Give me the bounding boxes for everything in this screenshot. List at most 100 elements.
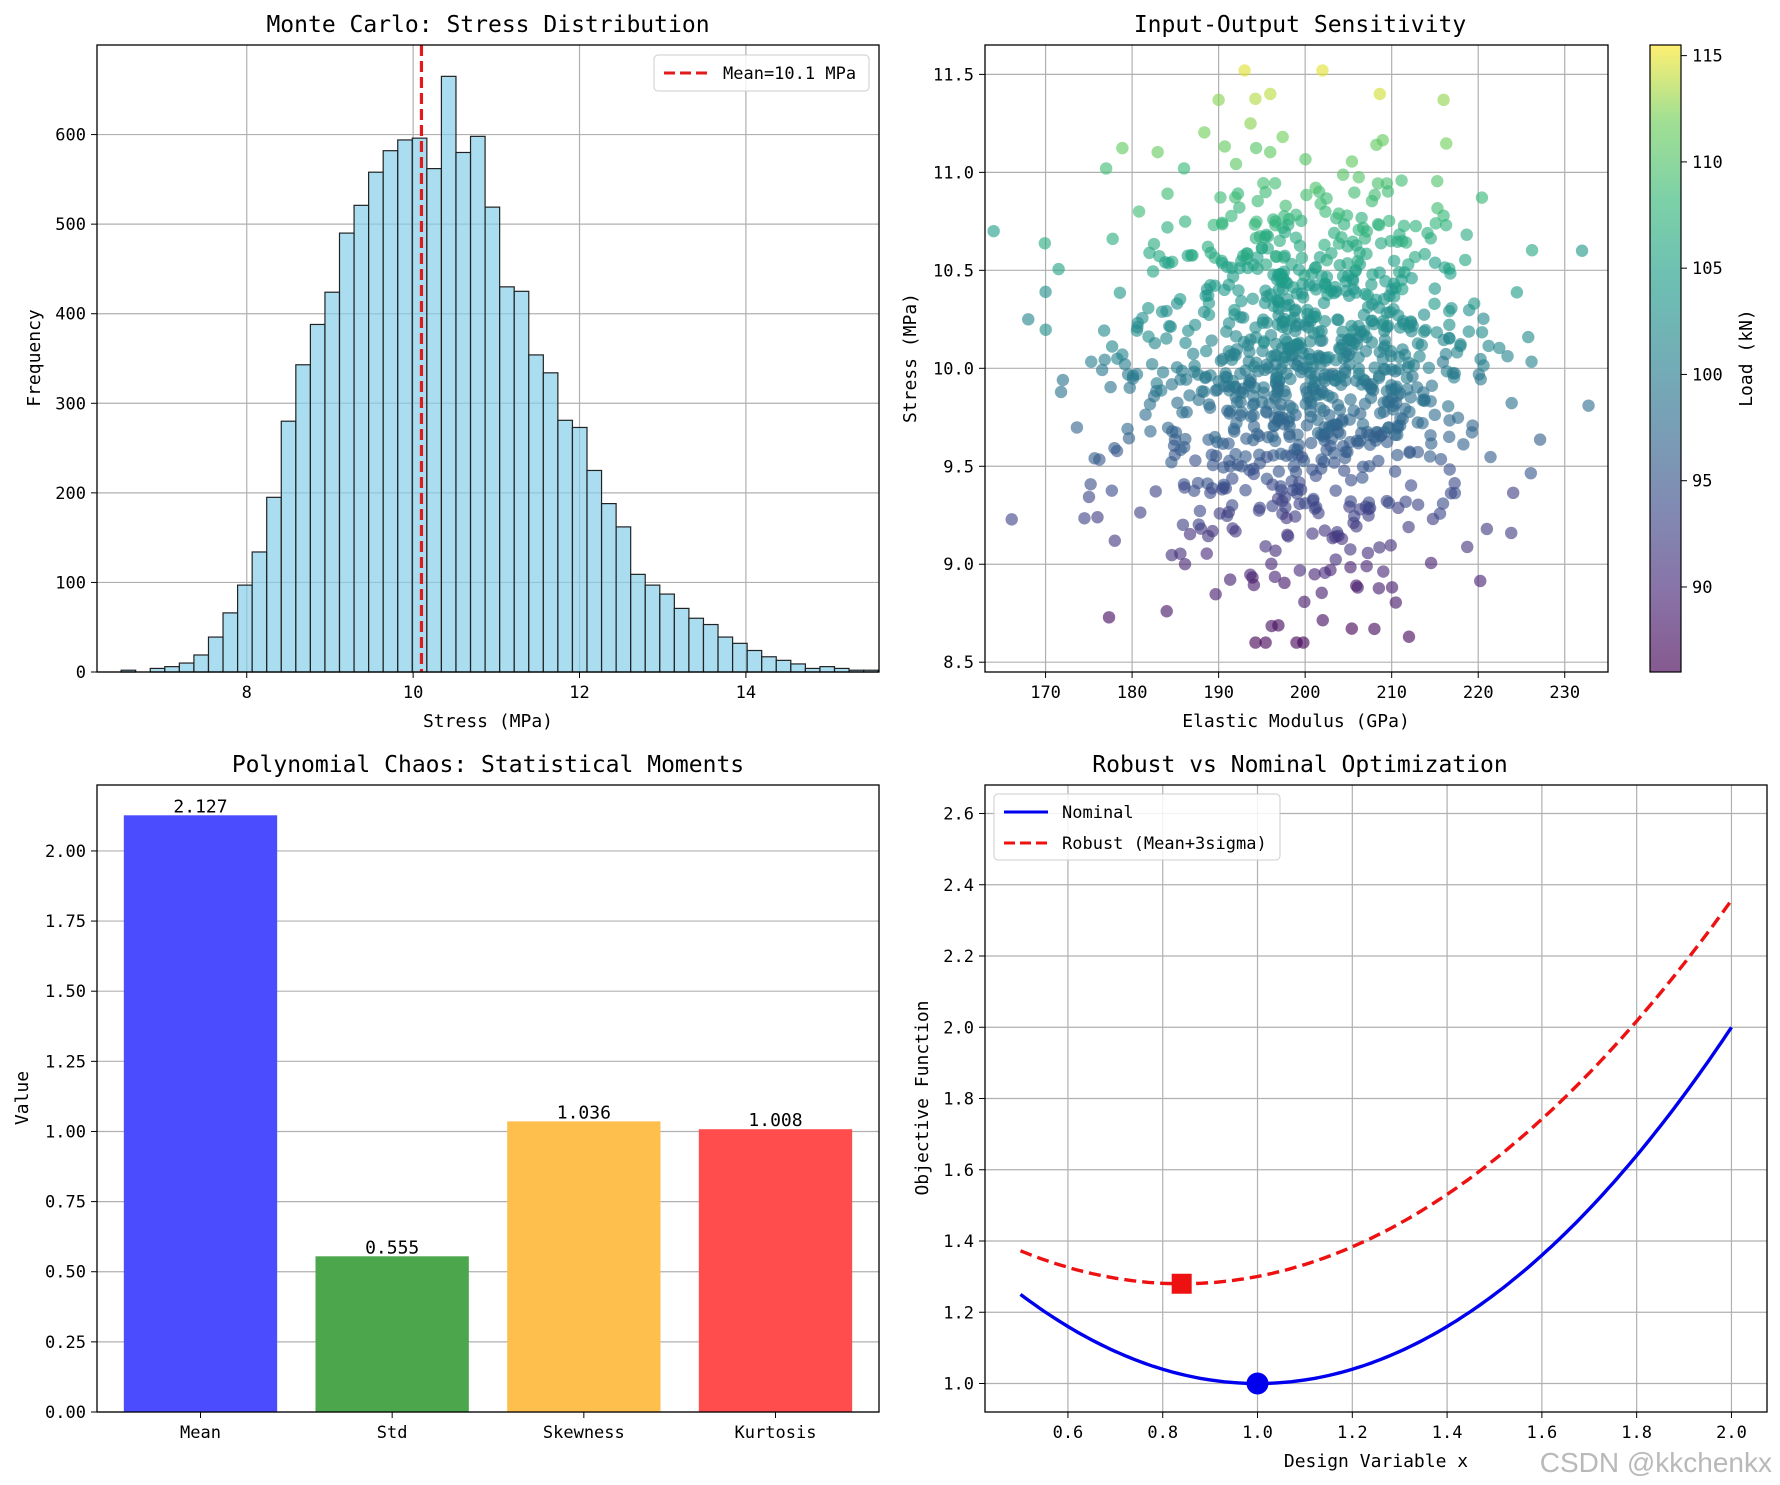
scatter-point [1360,225,1374,238]
scatter-point [1344,474,1358,487]
optimization-ytick-label: 1.6 [943,1161,974,1181]
scatter-point [1260,228,1273,242]
scatter-point [1286,402,1299,415]
scatter-point [1233,201,1246,214]
histogram-ticks: 8 10 12 14 0 100 200 300 400 500 600 [55,126,756,703]
scatter-point [1480,522,1494,536]
scatter-point [1328,374,1342,387]
histogram-bar [207,636,224,673]
scatter-point [1091,511,1104,524]
scatter-point [1290,636,1303,649]
colorbar-gradient [1650,45,1681,672]
scatter-point [1300,188,1313,202]
scatter-point [1248,218,1262,231]
scatter-title: Input-Output Sensitivity [1134,12,1466,38]
scatter-point [1425,379,1439,392]
scatter-point [1247,409,1260,422]
scatter-point [1269,358,1282,371]
optimization-ytick-label: 1.2 [943,1303,974,1323]
scatter-point [1272,309,1285,322]
scatter-point [1309,181,1322,195]
scatter-point [1272,465,1286,478]
scatter-frame [984,44,1609,673]
scatter-point [1409,219,1422,233]
scatter-point [1343,413,1356,426]
histogram-bar [600,503,617,673]
scatter-point [1259,185,1272,199]
scatter-point [1132,205,1146,218]
scatter-xtick-label: 220 [1463,683,1494,703]
scatter-point [1177,162,1191,175]
scatter-point [1278,576,1291,590]
scatter-point [1230,343,1244,356]
scatter-point [1444,487,1458,500]
scatter-point [1401,383,1414,396]
moments-panel: Polynomial Chaos: Statistical Moments 2.… [12,752,880,1443]
scatter-point [1329,484,1342,497]
scatter-point [1216,352,1230,366]
scatter-point [1341,257,1354,270]
scatter-point [1160,605,1173,618]
scatter-point [1331,425,1345,439]
optimization-panel: Robust vs Nominal Optimization 0.6 0.8 1.0… [912,752,1768,1472]
histogram-ytick-label: 0 [76,663,86,683]
moments-xtick-label: Kurtosis [735,1423,817,1443]
scatter-point [1249,231,1263,245]
scatter-point [1371,177,1385,190]
scatter-point [1224,460,1237,473]
scatter-point [1372,582,1386,595]
scatter-point [1505,396,1518,410]
scatter-point [1413,350,1426,363]
scatter-point [1421,226,1434,240]
scatter-point [1373,345,1386,359]
moments-bar-value: 0.555 [365,1237,419,1258]
scatter-point [1165,548,1179,562]
scatter-point [1272,296,1285,309]
scatter-point [1351,581,1364,594]
scatter-point [1510,286,1524,299]
scatter-panel: Input-Output Sensitivity 170 180 190 200 210… [900,12,1757,732]
scatter-point [1318,566,1332,579]
scatter-ytick-label: 9.5 [943,457,974,477]
scatter-point [1417,308,1431,321]
scatter-point [1221,260,1234,274]
scatter-point [1373,541,1386,554]
moments-bar-value: 2.127 [173,796,227,817]
scatter-point [1352,170,1365,184]
scatter-point [1264,87,1277,101]
scatter-point [1223,573,1237,586]
scatter-point [1188,318,1202,332]
histogram-bar [790,663,806,673]
scatter-point [1268,177,1282,190]
scatter-point [1390,380,1403,393]
scatter-point [1208,279,1221,292]
scatter-point [1266,478,1279,491]
scatter-point [1522,330,1535,344]
scatter-point [1229,447,1242,461]
histogram-ytick-label: 300 [55,394,86,414]
scatter-point [1199,344,1213,358]
scatter-point [1295,251,1309,265]
scatter-point [1363,459,1376,473]
scatter-ticks: 170 180 190 200 210 220 230 8.5 9.0 9.5 10.0 10.5 11… [933,65,1580,703]
scatter-point [987,224,1000,238]
scatter-point [1434,452,1448,466]
scatter-point [1385,581,1399,594]
scatter-point [1121,368,1135,381]
scatter-point [1227,422,1241,436]
scatter-point [1229,157,1243,171]
colorbar-tick-label: 115 [1692,47,1723,67]
legend-nominal-label: Nominal [1062,803,1134,823]
optimization-lines [1019,899,1733,1395]
scatter-point [1370,138,1383,151]
histogram-bar [222,612,239,673]
scatter-point [1368,622,1381,636]
histogram-bar [688,617,705,673]
scatter-point [1269,544,1282,557]
histogram-bar [542,372,559,673]
scatter-point [1440,137,1453,150]
scatter-point [1356,471,1369,484]
scatter-point [1525,244,1539,257]
scatter-point [1298,595,1311,609]
scatter-point [1399,495,1412,508]
